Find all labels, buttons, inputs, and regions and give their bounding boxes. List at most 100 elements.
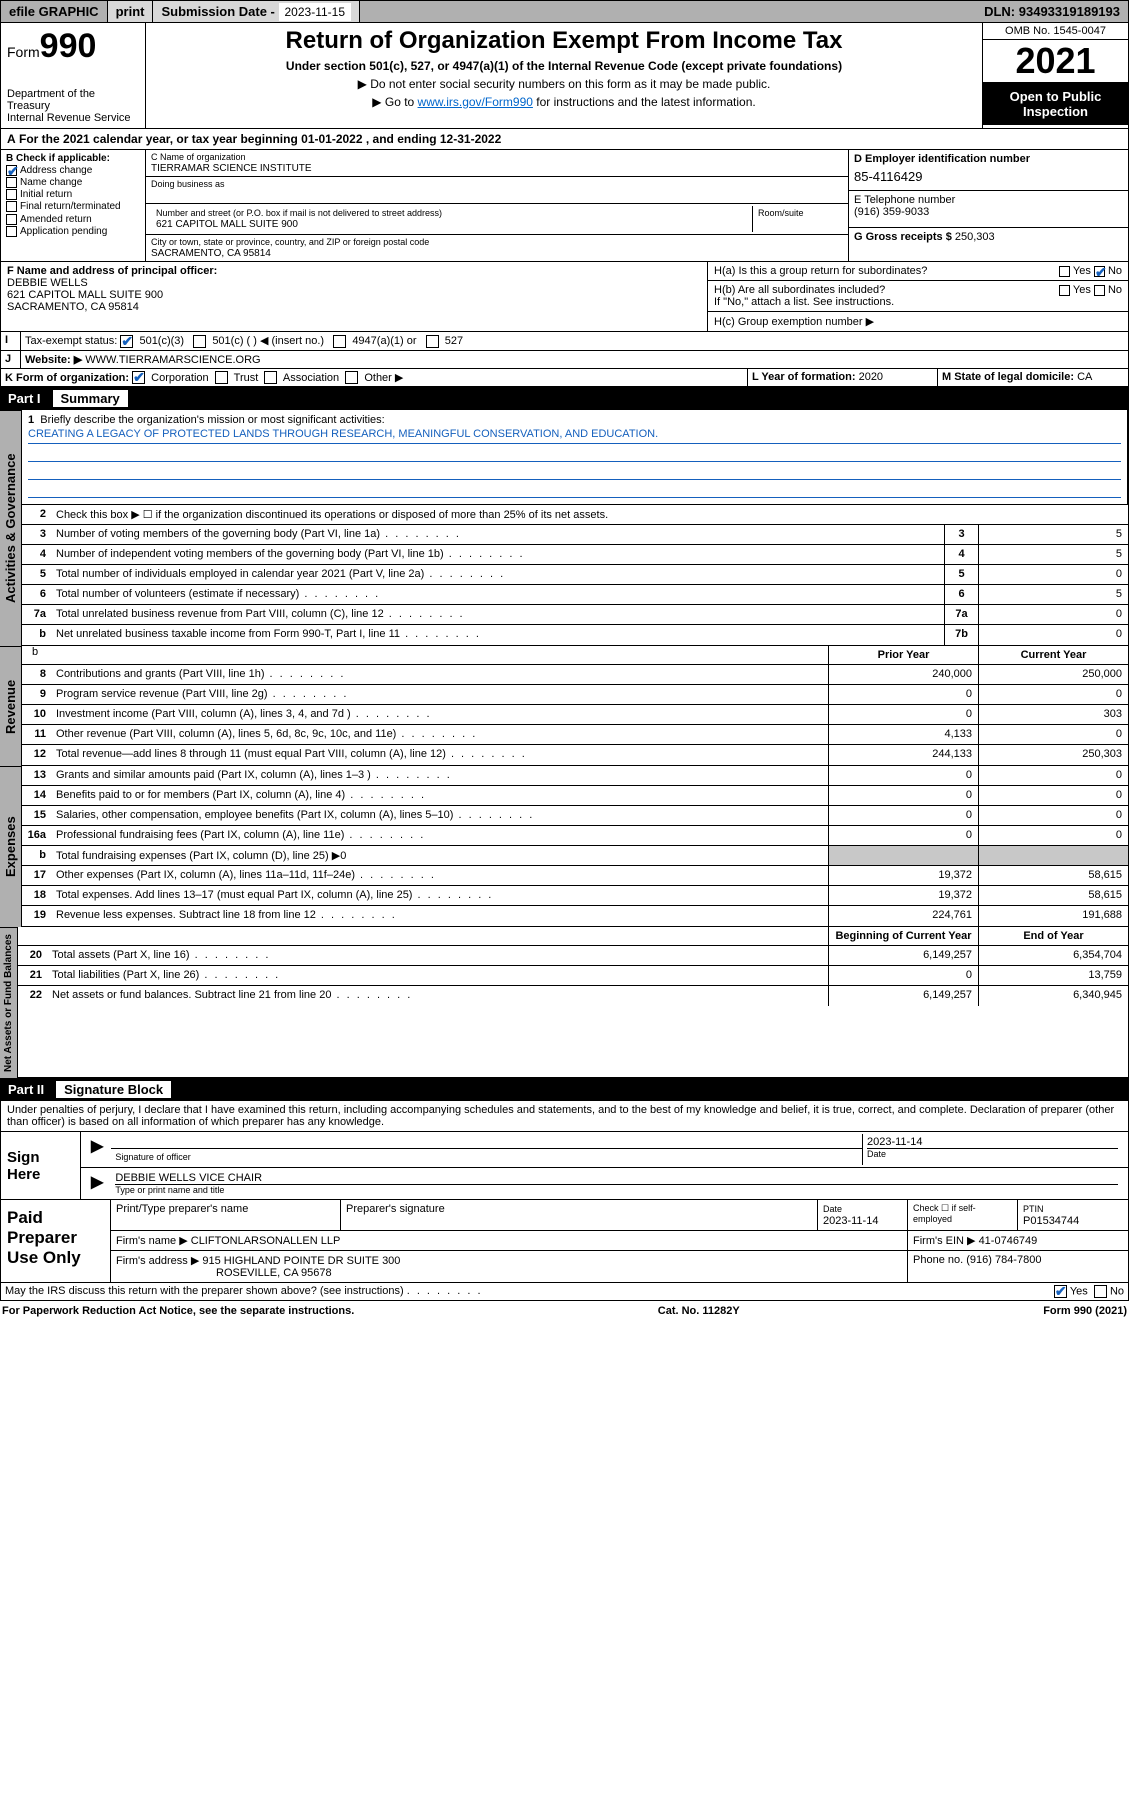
submission-date-box: Submission Date - 2023-11-15 xyxy=(153,1,360,22)
summary-line: 7aTotal unrelated business revenue from … xyxy=(22,605,1128,625)
summary-line: 20Total assets (Part X, line 16)6,149,25… xyxy=(18,946,1128,966)
org-info-block: B Check if applicable: Address change Na… xyxy=(0,150,1129,262)
cb-501c3[interactable] xyxy=(120,335,133,348)
cb-4947[interactable] xyxy=(333,335,346,348)
box-f-officer: F Name and address of principal officer:… xyxy=(1,262,708,331)
summary-line: 22Net assets or fund balances. Subtract … xyxy=(18,986,1128,1006)
penalty-statement: Under penalties of perjury, I declare th… xyxy=(0,1101,1129,1132)
part2-header: Part II Signature Block xyxy=(0,1078,1129,1101)
dept-treasury: Department of the Treasury xyxy=(7,88,139,112)
cb-address-change[interactable]: Address change xyxy=(6,165,140,176)
website-row: J Website: ▶ WWW.TIERRAMARSCIENCE.ORG xyxy=(0,351,1129,369)
net-col-header: Beginning of Current Year End of Year xyxy=(18,927,1128,946)
vtab-expenses: Expenses xyxy=(0,766,22,927)
box-c-name-address: C Name of organization TIERRAMAR SCIENCE… xyxy=(146,150,848,261)
ha-row: H(a) Is this a group return for subordin… xyxy=(708,262,1128,281)
open-inspection-badge: Open to Public Inspection xyxy=(983,83,1128,125)
dln-label: DLN: 93493319189193 xyxy=(976,1,1128,22)
omb-number: OMB No. 1545-0047 xyxy=(983,23,1128,40)
hb-row: H(b) Are all subordinates included? Yes … xyxy=(708,281,1128,312)
firm-name: CLIFTONLARSONALLEN LLP xyxy=(191,1235,341,1247)
ptin-value: P01534744 xyxy=(1023,1215,1079,1227)
prep-phone: (916) 784-7800 xyxy=(966,1254,1041,1266)
irs-link[interactable]: www.irs.gov/Form990 xyxy=(418,95,533,109)
tax-period-row: A For the 2021 calendar year, or tax yea… xyxy=(0,129,1129,150)
header-center: Return of Organization Exempt From Incom… xyxy=(146,23,983,128)
tax-status-row: I Tax-exempt status: 501(c)(3) 501(c) ( … xyxy=(0,332,1129,351)
hc-row: H(c) Group exemption number ▶ xyxy=(708,312,1128,331)
website-value: WWW.TIERRAMARSCIENCE.ORG xyxy=(85,354,260,366)
arrow-icon: ▶ xyxy=(87,1134,107,1165)
section-revenue: Revenue b Prior Year Current Year 8Contr… xyxy=(0,646,1129,766)
signer-name: DEBBIE WELLS VICE CHAIR xyxy=(115,1172,262,1184)
gross-receipts: 250,303 xyxy=(955,231,995,243)
summary-line: 14Benefits paid to or for members (Part … xyxy=(22,786,1128,806)
box-b-checkboxes: B Check if applicable: Address change Na… xyxy=(1,150,146,261)
summary-line: 19Revenue less expenses. Subtract line 1… xyxy=(22,906,1128,926)
section-governance: Activities & Governance 1 Briefly descri… xyxy=(0,410,1129,646)
summary-line: 4Number of independent voting members of… xyxy=(22,545,1128,565)
city-cell: City or town, state or province, country… xyxy=(146,235,848,261)
pra-notice: For Paperwork Reduction Act Notice, see … xyxy=(2,1305,354,1317)
cb-other[interactable] xyxy=(345,371,358,384)
vtab-revenue: Revenue xyxy=(0,646,22,766)
section-netassets: Net Assets or Fund Balances Beginning of… xyxy=(0,927,1129,1078)
summary-line: 5Total number of individuals employed in… xyxy=(22,565,1128,585)
cb-discuss-yes[interactable] xyxy=(1054,1285,1067,1298)
summary-line: 10Investment income (Part VIII, column (… xyxy=(22,705,1128,725)
cb-527[interactable] xyxy=(426,335,439,348)
signature-block: Sign Here ▶ Signature of officer 2023-11… xyxy=(0,1132,1129,1200)
cb-discuss-no[interactable] xyxy=(1094,1285,1107,1298)
vtab-netassets: Net Assets or Fund Balances xyxy=(0,927,18,1078)
vtab-governance: Activities & Governance xyxy=(0,410,22,646)
header-left: Form990 Department of the Treasury Inter… xyxy=(1,23,146,128)
summary-line: 13Grants and similar amounts paid (Part … xyxy=(22,766,1128,786)
form-header: Form990 Department of the Treasury Inter… xyxy=(0,23,1129,129)
officer-group-block: F Name and address of principal officer:… xyxy=(0,262,1129,332)
arrow-icon: ▶ xyxy=(87,1170,107,1197)
form-org-row: K Form of organization: Corporation Trus… xyxy=(0,369,1129,388)
paid-preparer-block: Paid Preparer Use Only Print/Type prepar… xyxy=(0,1200,1129,1283)
cb-association[interactable] xyxy=(264,371,277,384)
print-button[interactable]: print xyxy=(108,1,154,22)
sign-here-label: Sign Here xyxy=(1,1132,81,1199)
cb-501c[interactable] xyxy=(193,335,206,348)
header-right: OMB No. 1545-0047 2021 Open to Public In… xyxy=(983,23,1128,128)
summary-line: 8Contributions and grants (Part VIII, li… xyxy=(22,665,1128,685)
irs-label: Internal Revenue Service xyxy=(7,112,139,124)
cb-trust[interactable] xyxy=(215,371,228,384)
page-footer: For Paperwork Reduction Act Notice, see … xyxy=(0,1301,1129,1321)
prep-addr-row: Firm's address ▶ 915 HIGHLAND POINTE DR … xyxy=(111,1251,1128,1282)
form-number: Form990 xyxy=(7,27,139,66)
prep-firm-row: Firm's name ▶ CLIFTONLARSONALLEN LLP Fir… xyxy=(111,1231,1128,1251)
summary-line: 12Total revenue—add lines 8 through 11 (… xyxy=(22,745,1128,765)
sign-date: 2023-11-14 xyxy=(867,1136,922,1148)
firm-ein: 41-0746749 xyxy=(979,1235,1038,1247)
ssn-note: ▶ Do not enter social security numbers o… xyxy=(152,77,976,91)
summary-line: 6Total number of volunteers (estimate if… xyxy=(22,585,1128,605)
org-name-cell: C Name of organization TIERRAMAR SCIENCE… xyxy=(146,150,848,177)
street-address: 621 CAPITOL MALL SUITE 900 xyxy=(156,219,298,230)
year-formation: L Year of formation: 2020 xyxy=(748,369,938,387)
dba-cell: Doing business as xyxy=(146,177,848,204)
cb-amended-return[interactable]: Amended return xyxy=(6,214,140,225)
box-d-e-g: D Employer identification number 85-4116… xyxy=(848,150,1128,261)
cb-initial-return[interactable]: Initial return xyxy=(6,189,140,200)
room-suite-cell: Room/suite xyxy=(753,206,843,232)
summary-line: 18Total expenses. Add lines 13–17 (must … xyxy=(22,886,1128,906)
cb-corporation[interactable] xyxy=(132,371,145,384)
prep-header-row: Print/Type preparer's name Preparer's si… xyxy=(111,1200,1128,1231)
efile-label: efile GRAPHIC xyxy=(1,1,108,22)
cb-application-pending[interactable]: Application pending xyxy=(6,226,140,237)
summary-line: 9Program service revenue (Part VIII, lin… xyxy=(22,685,1128,705)
city-state-zip: SACRAMENTO, CA 95814 xyxy=(151,248,271,259)
form-subtitle: Under section 501(c), 527, or 4947(a)(1)… xyxy=(152,59,976,73)
summary-line: bNet unrelated business taxable income f… xyxy=(22,625,1128,645)
cb-final-return[interactable]: Final return/terminated xyxy=(6,201,140,212)
cat-no: Cat. No. 11282Y xyxy=(658,1305,740,1317)
cb-name-change[interactable]: Name change xyxy=(6,177,140,188)
summary-line: bTotal fundraising expenses (Part IX, co… xyxy=(22,846,1128,866)
summary-line: 3Number of voting members of the governi… xyxy=(22,525,1128,545)
mission-block: 1 Briefly describe the organization's mi… xyxy=(22,410,1128,505)
summary-line: 21Total liabilities (Part X, line 26)013… xyxy=(18,966,1128,986)
